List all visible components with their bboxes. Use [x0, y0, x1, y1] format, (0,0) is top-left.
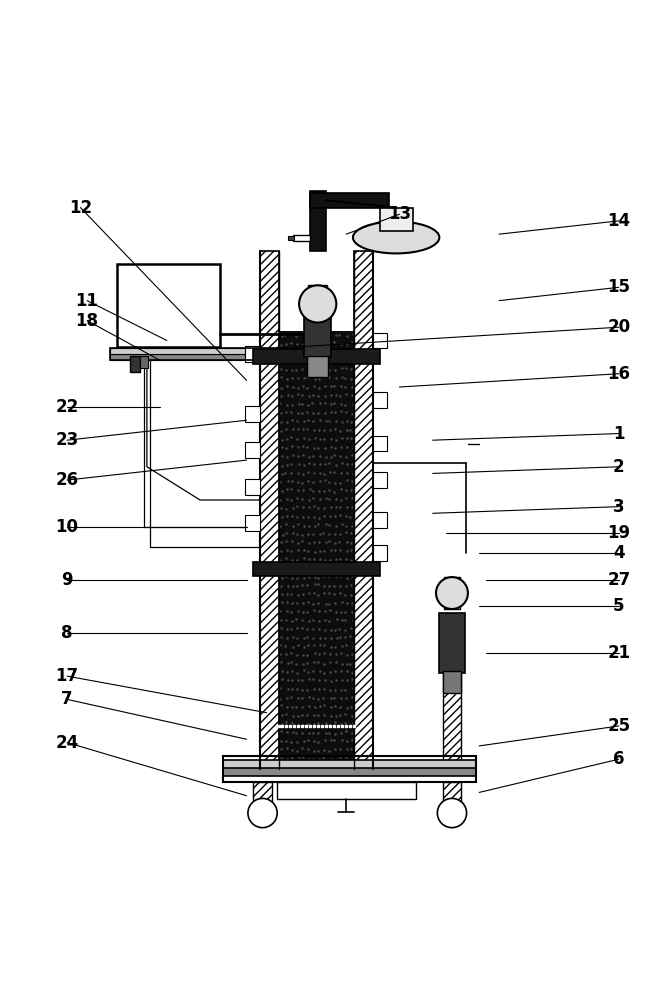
Bar: [117, 264, 220, 347]
Bar: [245, 346, 260, 362]
Bar: [308, 285, 327, 323]
Text: 4: 4: [613, 544, 625, 562]
Bar: [278, 331, 354, 763]
Circle shape: [248, 798, 277, 828]
Bar: [245, 442, 260, 458]
Bar: [380, 208, 413, 231]
Text: 6: 6: [613, 750, 625, 768]
Bar: [373, 333, 388, 348]
Ellipse shape: [353, 222, 440, 253]
Text: 11: 11: [76, 292, 99, 310]
Bar: [293, 235, 310, 241]
Bar: [288, 236, 294, 240]
Bar: [373, 392, 388, 408]
Bar: [140, 356, 148, 368]
Text: 20: 20: [607, 318, 630, 336]
Bar: [111, 348, 285, 360]
Text: 2: 2: [613, 458, 625, 476]
Circle shape: [299, 285, 336, 323]
Text: 7: 7: [61, 690, 73, 708]
Bar: [253, 782, 272, 806]
Bar: [260, 251, 278, 769]
Text: 10: 10: [56, 518, 79, 536]
Text: 24: 24: [55, 734, 79, 752]
Text: 22: 22: [55, 398, 79, 416]
Bar: [304, 314, 331, 357]
Bar: [373, 472, 388, 488]
Bar: [245, 515, 260, 531]
Bar: [443, 671, 462, 693]
Bar: [443, 782, 462, 806]
Bar: [245, 479, 260, 495]
Text: 27: 27: [607, 571, 631, 589]
Bar: [111, 354, 285, 360]
Bar: [307, 356, 328, 377]
Text: 18: 18: [76, 312, 99, 330]
Text: 13: 13: [388, 205, 411, 223]
Text: 23: 23: [55, 431, 79, 449]
Text: 21: 21: [607, 644, 630, 662]
Circle shape: [438, 798, 467, 828]
Text: 3: 3: [613, 498, 625, 516]
Bar: [223, 756, 476, 782]
Bar: [223, 766, 476, 776]
Text: 16: 16: [607, 365, 630, 383]
Text: 8: 8: [61, 624, 73, 642]
Text: 1: 1: [613, 425, 625, 443]
Bar: [276, 782, 416, 799]
Circle shape: [436, 577, 468, 609]
Bar: [440, 613, 465, 673]
Text: 5: 5: [613, 597, 625, 615]
Text: 15: 15: [607, 278, 630, 296]
Text: 25: 25: [607, 717, 630, 735]
Bar: [131, 356, 140, 372]
Bar: [354, 251, 373, 769]
Bar: [310, 191, 326, 251]
Bar: [444, 577, 460, 609]
Bar: [253, 562, 380, 576]
Bar: [373, 512, 388, 528]
Text: 26: 26: [55, 471, 79, 489]
Bar: [310, 193, 390, 208]
Bar: [245, 406, 260, 422]
Bar: [373, 436, 388, 451]
Bar: [111, 348, 285, 354]
Text: 14: 14: [607, 212, 630, 230]
Text: 12: 12: [69, 199, 92, 217]
Bar: [373, 545, 388, 561]
Text: 19: 19: [607, 524, 630, 542]
Text: 9: 9: [61, 571, 73, 589]
Text: 17: 17: [55, 667, 79, 685]
Bar: [443, 653, 462, 769]
Bar: [223, 760, 476, 768]
Bar: [253, 349, 380, 364]
